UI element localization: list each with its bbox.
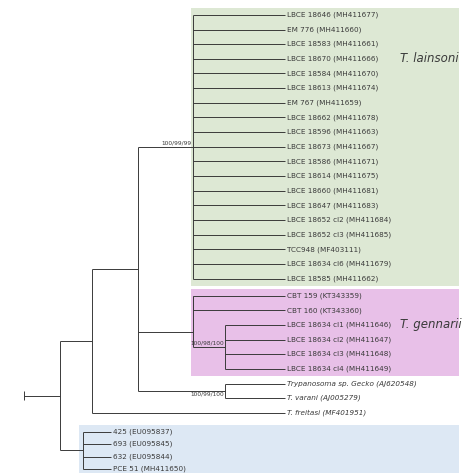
Text: T. varani (AJ005279): T. varani (AJ005279) bbox=[287, 395, 361, 401]
Text: PCE 51 (MH411650): PCE 51 (MH411650) bbox=[113, 466, 186, 472]
Bar bbox=[191, 8, 459, 286]
Text: LBCE 18652 cl2 (MH411684): LBCE 18652 cl2 (MH411684) bbox=[287, 217, 392, 223]
Text: LBCE 18634 cl2 (MH411647): LBCE 18634 cl2 (MH411647) bbox=[287, 337, 392, 343]
Text: T. lainsoni: T. lainsoni bbox=[400, 52, 458, 65]
Text: LBCE 18585 (MH411662): LBCE 18585 (MH411662) bbox=[287, 275, 379, 282]
Text: LBCE 18584 (MH411670): LBCE 18584 (MH411670) bbox=[287, 70, 379, 77]
Text: LBCE 18673 (MH411667): LBCE 18673 (MH411667) bbox=[287, 144, 379, 150]
Text: LBCE 18634 cl3 (MH411648): LBCE 18634 cl3 (MH411648) bbox=[287, 351, 392, 357]
Text: LBCE 18596 (MH411663): LBCE 18596 (MH411663) bbox=[287, 129, 379, 136]
Text: LBCE 18652 cl3 (MH411685): LBCE 18652 cl3 (MH411685) bbox=[287, 231, 392, 238]
Text: 425 (EU095837): 425 (EU095837) bbox=[113, 428, 173, 435]
Text: LBCE 18646 (MH411677): LBCE 18646 (MH411677) bbox=[287, 12, 379, 18]
Text: 100/98/100: 100/98/100 bbox=[191, 340, 224, 346]
Text: TCC948 (MF403111): TCC948 (MF403111) bbox=[287, 246, 361, 253]
Text: LBCE 18660 (MH411681): LBCE 18660 (MH411681) bbox=[287, 187, 379, 194]
Text: LBCE 18634 cl1 (MH411646): LBCE 18634 cl1 (MH411646) bbox=[287, 322, 392, 328]
Text: 100/99/100: 100/99/100 bbox=[191, 392, 224, 397]
Text: LBCE 18613 (MH411674): LBCE 18613 (MH411674) bbox=[287, 85, 379, 91]
Text: 632 (EU095844): 632 (EU095844) bbox=[113, 453, 173, 460]
Text: T. gennarii: T. gennarii bbox=[400, 319, 461, 331]
Text: CBT 160 (KT343360): CBT 160 (KT343360) bbox=[287, 307, 362, 313]
Text: EM 767 (MH411659): EM 767 (MH411659) bbox=[287, 100, 362, 106]
Text: LBCE 18614 (MH411675): LBCE 18614 (MH411675) bbox=[287, 173, 379, 179]
Text: LBCE 18670 (MH411666): LBCE 18670 (MH411666) bbox=[287, 55, 379, 62]
Text: EM 776 (MH411660): EM 776 (MH411660) bbox=[287, 26, 362, 33]
Text: LBCE 18647 (MH411683): LBCE 18647 (MH411683) bbox=[287, 202, 379, 209]
Text: 100/99/99: 100/99/99 bbox=[162, 140, 192, 146]
Text: 693 (EU095845): 693 (EU095845) bbox=[113, 441, 173, 447]
Text: LBCE 18586 (MH411671): LBCE 18586 (MH411671) bbox=[287, 158, 379, 164]
Text: LBCE 18634 cl6 (MH411679): LBCE 18634 cl6 (MH411679) bbox=[287, 261, 392, 267]
Text: T. freitasi (MF401951): T. freitasi (MF401951) bbox=[287, 410, 367, 416]
Text: LBCE 18634 cl4 (MH411649): LBCE 18634 cl4 (MH411649) bbox=[287, 365, 392, 372]
Text: CBT 159 (KT343359): CBT 159 (KT343359) bbox=[287, 292, 362, 299]
Text: LBCE 18662 (MH411678): LBCE 18662 (MH411678) bbox=[287, 114, 379, 121]
Bar bbox=[191, 289, 459, 376]
Text: LBCE 18583 (MH411661): LBCE 18583 (MH411661) bbox=[287, 41, 379, 47]
Text: Trypanosoma sp. Gecko (AJ620548): Trypanosoma sp. Gecko (AJ620548) bbox=[287, 380, 417, 387]
Bar bbox=[79, 425, 459, 474]
